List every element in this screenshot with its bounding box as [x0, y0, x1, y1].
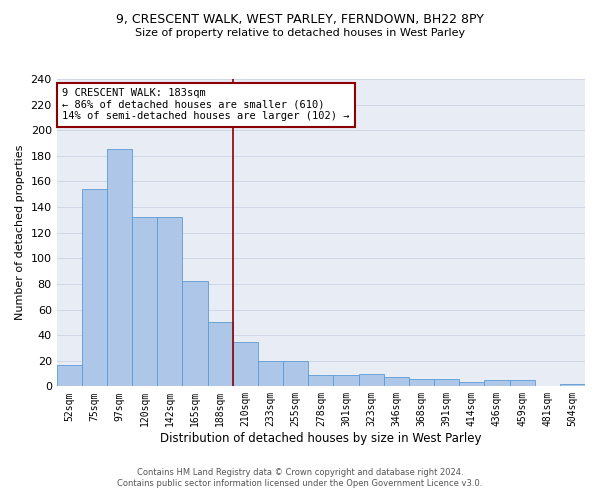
Bar	[484, 380, 509, 386]
Bar	[509, 380, 535, 386]
Bar	[182, 282, 208, 387]
Bar	[334, 375, 359, 386]
Bar	[56, 364, 82, 386]
Text: Contains HM Land Registry data © Crown copyright and database right 2024.
Contai: Contains HM Land Registry data © Crown c…	[118, 468, 482, 487]
Bar	[308, 375, 334, 386]
Bar	[157, 218, 182, 386]
Bar	[560, 384, 585, 386]
Y-axis label: Number of detached properties: Number of detached properties	[15, 145, 25, 320]
Bar	[283, 360, 308, 386]
Bar	[132, 218, 157, 386]
Text: 9, CRESCENT WALK, WEST PARLEY, FERNDOWN, BH22 8PY: 9, CRESCENT WALK, WEST PARLEY, FERNDOWN,…	[116, 12, 484, 26]
Bar	[359, 374, 384, 386]
Bar	[82, 189, 107, 386]
Bar	[384, 378, 409, 386]
Bar	[258, 360, 283, 386]
Bar	[409, 378, 434, 386]
Text: Size of property relative to detached houses in West Parley: Size of property relative to detached ho…	[135, 28, 465, 38]
Bar	[434, 378, 459, 386]
Bar	[208, 322, 233, 386]
Bar	[107, 150, 132, 386]
Text: 9 CRESCENT WALK: 183sqm
← 86% of detached houses are smaller (610)
14% of semi-d: 9 CRESCENT WALK: 183sqm ← 86% of detache…	[62, 88, 349, 122]
Bar	[459, 382, 484, 386]
Bar	[233, 342, 258, 386]
X-axis label: Distribution of detached houses by size in West Parley: Distribution of detached houses by size …	[160, 432, 482, 445]
